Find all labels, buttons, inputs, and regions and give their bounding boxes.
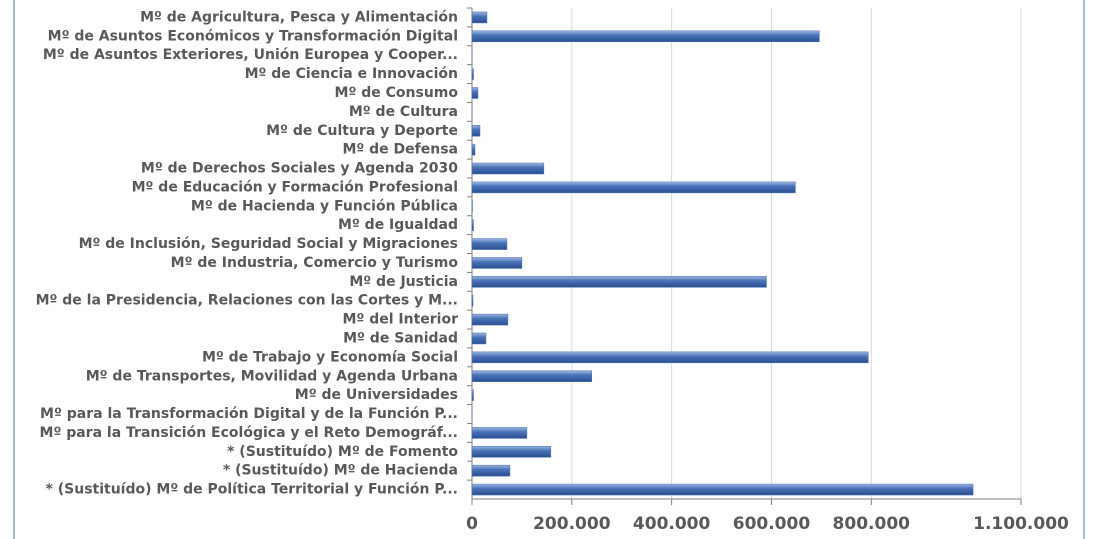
bar xyxy=(471,257,523,269)
bar xyxy=(471,483,974,496)
y-tick-label: Mº de Transportes, Movilidad y Agenda Ur… xyxy=(86,368,458,384)
x-tick-label: 400.000 xyxy=(633,514,711,534)
y-tick-label: * (Sustituído) Mº de Fomento xyxy=(227,444,458,460)
bar xyxy=(471,294,474,307)
y-tick-label: Mº de Universidades xyxy=(295,387,458,403)
bar xyxy=(471,276,767,288)
bar xyxy=(471,219,474,231)
bar xyxy=(471,332,487,345)
x-tick-label: 200.000 xyxy=(533,514,611,534)
y-tick-label: Mº de Inclusión, Seguridad Social y Migr… xyxy=(79,236,458,252)
bar xyxy=(471,181,796,194)
y-tick-label: Mº de Consumo xyxy=(335,85,459,101)
y-tick-label: Mº del Interior xyxy=(343,312,459,328)
bar xyxy=(471,427,528,439)
y-tick-label: Mº de Educación y Formación Profesional xyxy=(132,179,458,195)
y-tick-label: Mº de Industria, Comercio y Turismo xyxy=(171,255,459,271)
bar xyxy=(471,389,474,401)
x-tick-label: 0 xyxy=(466,514,478,534)
y-tick-label: Mº de Sanidad xyxy=(343,330,458,346)
bar xyxy=(471,30,820,43)
y-tick-label: Mº de Derechos Sociales y Agenda 2030 xyxy=(141,161,458,177)
x-tick-label: 1.100.000 xyxy=(973,514,1069,534)
y-tick-label: * (Sustituído) Mº de Hacienda xyxy=(223,463,458,479)
bar xyxy=(471,11,488,24)
bar xyxy=(471,446,552,458)
bar xyxy=(471,125,481,137)
y-tick-label: Mº de Hacienda y Función Pública xyxy=(191,198,458,214)
plot: 0 200.000 400.000 600.000 800.000 1.100.000 Mº… xyxy=(36,7,1069,534)
bar xyxy=(471,143,476,156)
y-tick-label: Mº de Cultura xyxy=(349,104,458,120)
y-tick-label: Mº para la Transformación Digital y de l… xyxy=(40,406,458,422)
y-tick-label: Mº de Cultura y Deporte xyxy=(266,123,458,139)
y-tick-label: Mº de Defensa xyxy=(342,142,458,158)
bar xyxy=(471,162,545,175)
x-tick-label: 800.000 xyxy=(833,514,911,534)
bar xyxy=(471,238,508,250)
y-tick-label: Mº de Asuntos Exteriores, Unión Europea … xyxy=(43,47,458,63)
y-tick-label: * (Sustituído) Mº de Política Territoria… xyxy=(46,482,458,498)
y-tick-label: Mº de Trabajo y Economía Social xyxy=(202,349,458,365)
bar xyxy=(471,464,511,477)
bar xyxy=(471,313,509,326)
bar xyxy=(471,87,479,99)
y-tick-label: Mº de la Presidencia, Relaciones con las… xyxy=(36,293,458,309)
y-tick-label: Mº de Justicia xyxy=(349,274,458,290)
y-tick-label: Mº para la Transición Ecológica y el Ret… xyxy=(40,425,458,441)
bar xyxy=(471,351,869,364)
y-tick-label: Mº de Agricultura, Pesca y Alimentación xyxy=(140,9,458,25)
y-tick-label: Mº de Igualdad xyxy=(338,217,458,233)
y-tick-label: Mº de Asuntos Económicos y Transformació… xyxy=(48,28,458,44)
x-tick-label: 600.000 xyxy=(733,514,811,534)
bar xyxy=(471,68,474,80)
bar xyxy=(471,370,593,382)
y-tick-label: Mº de Ciencia e Innovación xyxy=(245,66,458,82)
